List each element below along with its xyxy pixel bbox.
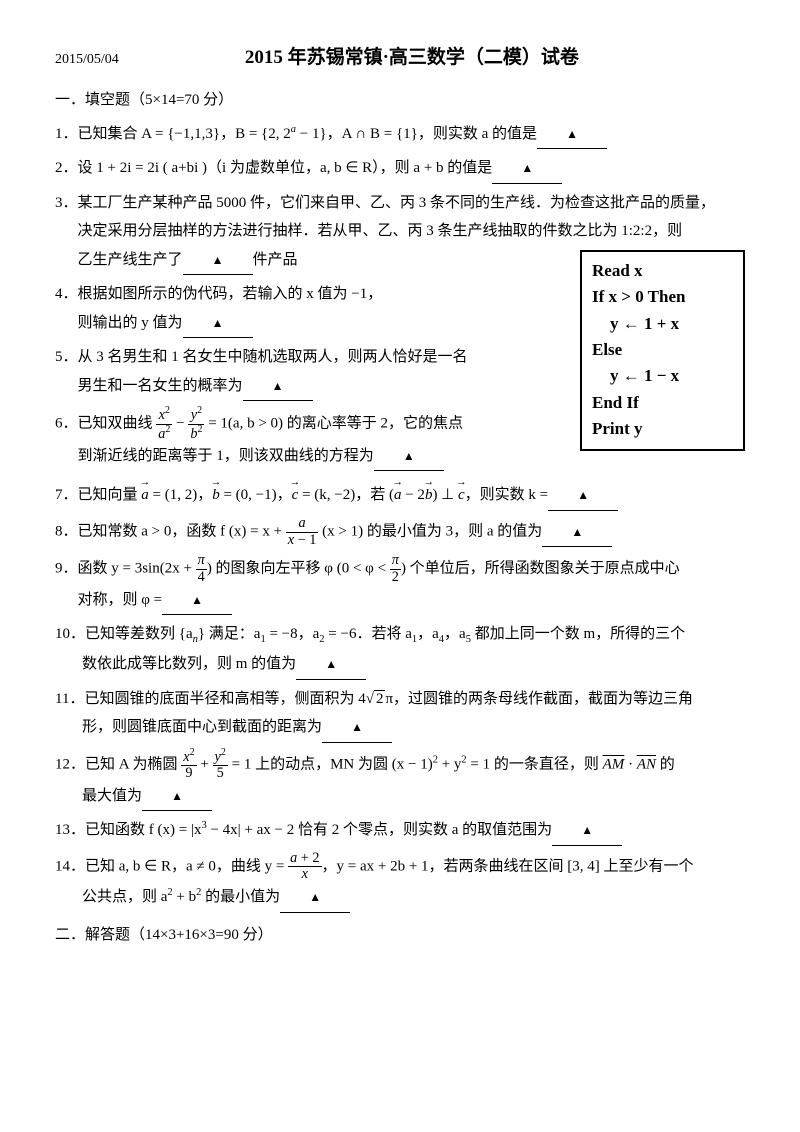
problem-12: 12．已知 A 为椭圆 x29 + y25 = 1 上的动点，MN 为圆 (x … — [55, 748, 745, 812]
problem-4: 4．根据如图所示的伪代码，若输入的 x 值为 −1， 则输出的 y 值为▲ — [55, 280, 745, 338]
doc-date: 2015/05/04 — [55, 47, 119, 74]
problem-6: 6．已知双曲线 x2a2 − y2b2 = 1(a, b > 0) 的离心率等于… — [55, 406, 745, 471]
problem-14: 14．已知 a, b ∈ R，a ≠ 0，曲线 y = a + 2x，y = a… — [55, 851, 745, 913]
problem-9: 9．函数 y = 3sin(2x + π4) 的图象向左平移 φ (0 < φ … — [55, 553, 745, 615]
problem-7: 7．已知向量 a = (1, 2)，b = (0, −1)，c = (k, −2… — [55, 481, 745, 511]
problem-13: 13．已知函数 f (x) = |x3 − 4x| + ax − 2 恰有 2 … — [55, 816, 745, 846]
section-fill-blank: 一．填空题（5×14=70 分） — [55, 86, 745, 115]
problem-5: 5．从 3 名男生和 1 名女生中随机选取两人，则两人恰好是一名 男生和一名女生… — [55, 343, 745, 401]
problem-11: 11．已知圆锥的底面半径和高相等，侧面积为 42π，过圆锥的两条母线作截面，截面… — [55, 685, 745, 743]
problem-10: 10．已知等差数列 {an} 满足：a1 = −8，a2 = −6．若将 a1，… — [55, 620, 745, 679]
doc-title: 2015 年苏锡常镇·高三数学（二模）试卷 — [159, 40, 665, 76]
problem-1: 1．已知集合 A = {−1,1,3}，B = {2, 2a − 1}，A ∩ … — [55, 120, 745, 150]
section-solve: 二．解答题（14×3+16×3=90 分） — [55, 921, 745, 950]
problem-8: 8．已知常数 a > 0，函数 f (x) = x + ax − 1 (x > … — [55, 516, 745, 548]
problem-2: 2．设 1 + 2i = 2i ( a+bi )（i 为虚数单位，a, b ∈ … — [55, 154, 745, 184]
problem-3: 3．某工厂生产某种产品 5000 件，它们来自甲、乙、丙 3 条不同的生产线．为… — [55, 189, 745, 276]
